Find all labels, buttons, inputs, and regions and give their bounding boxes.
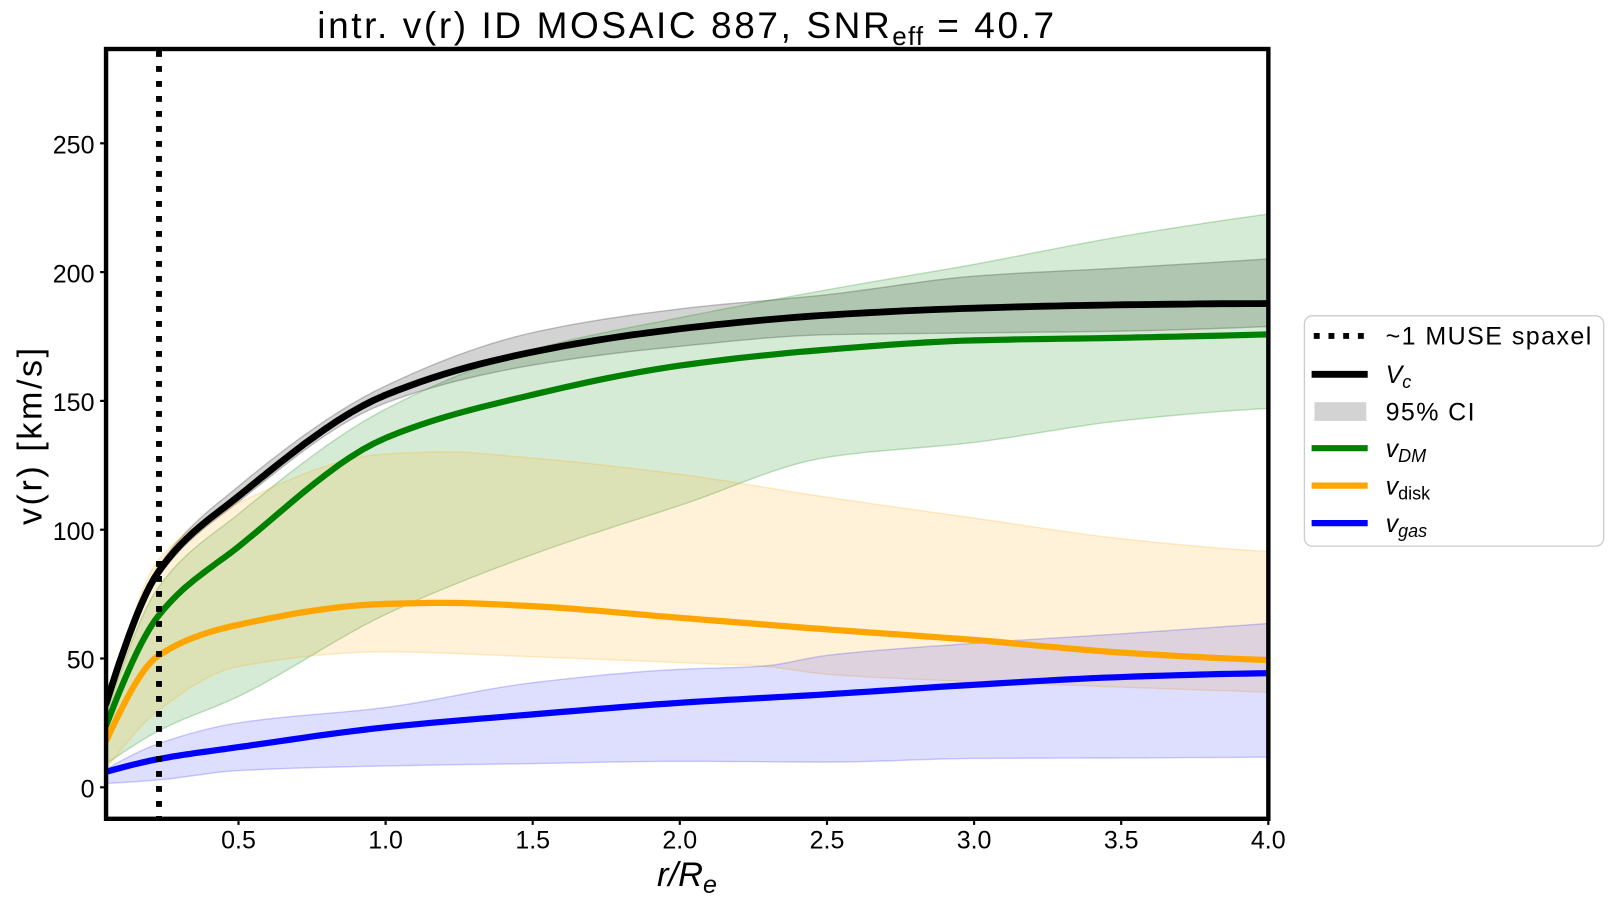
- svg-text:200: 200: [53, 260, 95, 288]
- svg-text:2.0: 2.0: [662, 827, 697, 855]
- svg-text:0: 0: [81, 776, 95, 804]
- svg-text:150: 150: [53, 389, 95, 417]
- svg-text:1.0: 1.0: [368, 827, 403, 855]
- svg-text:intr. v(r) ID MOSAIC 887, SNRe: intr. v(r) ID MOSAIC 887, SNReff = 40.7: [317, 5, 1056, 51]
- svg-text:50: 50: [67, 647, 95, 675]
- svg-text:4.0: 4.0: [1251, 827, 1286, 855]
- svg-text:~1 MUSE spaxel: ~1 MUSE spaxel: [1386, 323, 1593, 351]
- svg-text:r/Re: r/Re: [657, 856, 717, 899]
- svg-text:2.5: 2.5: [810, 827, 845, 855]
- svg-text:0.5: 0.5: [221, 827, 256, 855]
- svg-text:250: 250: [53, 132, 95, 160]
- svg-text:vdisk: vdisk: [1386, 472, 1432, 503]
- svg-text:100: 100: [53, 518, 95, 546]
- svg-text:95% CI: 95% CI: [1386, 398, 1476, 426]
- svg-text:3.5: 3.5: [1104, 827, 1139, 855]
- svg-text:1.5: 1.5: [515, 827, 550, 855]
- svg-text:3.0: 3.0: [957, 827, 992, 855]
- svg-text:v(r) [km/s]: v(r) [km/s]: [11, 345, 49, 525]
